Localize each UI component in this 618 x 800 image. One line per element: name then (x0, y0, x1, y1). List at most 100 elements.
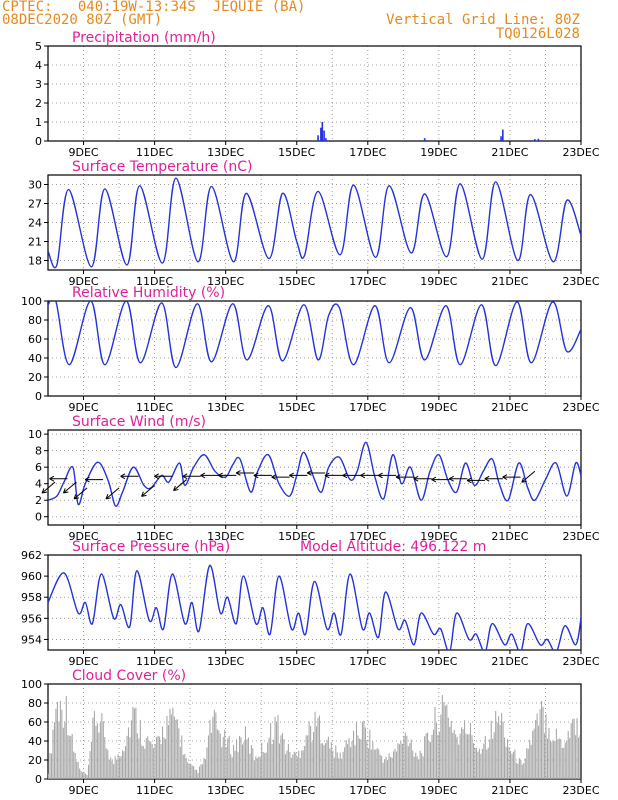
cloud-bar (506, 739, 509, 779)
cloud-bar (471, 735, 473, 779)
cloud-bar (478, 748, 480, 779)
y-tick-label: 4 (35, 59, 42, 72)
x-tick-label: 9DEC (68, 530, 98, 543)
y-tick-label: 100 (21, 295, 42, 308)
cloud-bar (108, 759, 110, 779)
x-tick-label: 17DEC (349, 401, 386, 414)
cloud-bar (139, 720, 141, 779)
cloud-bar (563, 747, 565, 779)
cloud-bar (50, 753, 53, 779)
y-tick-label: 20 (28, 371, 42, 384)
cloud-bar (450, 720, 452, 779)
wind-arrow (200, 472, 219, 479)
cloud-bar (523, 763, 525, 779)
cloud-bar (218, 730, 220, 779)
cloud-bar (230, 754, 232, 779)
cloud-bar (310, 726, 312, 779)
wind-title: Surface Wind (m/s) (72, 414, 206, 430)
x-tick-label: 23DEC (562, 146, 599, 159)
cloud-bar (116, 759, 118, 779)
vertical-grid-note: Vertical Grid Line: 80Z (386, 12, 580, 28)
cloud-bar (144, 748, 146, 779)
cloud-bar (514, 749, 516, 779)
cloud-bar (345, 739, 347, 779)
cloud-bar (76, 761, 78, 779)
cloud-bar (480, 753, 482, 779)
cloud-bar (185, 758, 187, 779)
cloud-bar (546, 738, 549, 779)
cloud-bar (95, 725, 97, 779)
cloud-bar (422, 756, 424, 779)
cloud-bar (323, 745, 325, 779)
cloud-bar (238, 735, 241, 779)
cloud-bar (111, 760, 113, 779)
cloud-bar (203, 758, 205, 779)
cloud-bar (493, 732, 495, 779)
cloud-bar (317, 717, 319, 779)
y-tick-label: 3 (35, 78, 42, 91)
cloud-bar (548, 727, 550, 779)
wind-arrow (324, 472, 343, 479)
cloud-bar (59, 700, 61, 779)
y-tick-label: 2 (35, 494, 42, 507)
cloud-bar (53, 722, 56, 779)
cloud-bar (413, 756, 415, 779)
x-tick-label: 21DEC (491, 530, 528, 543)
cloud-bar (429, 742, 432, 779)
cloud-bar (398, 744, 400, 779)
cloud-bar (166, 715, 168, 779)
x-tick-label: 15DEC (278, 275, 315, 288)
cloud-bar (213, 709, 215, 779)
cloud-bar (132, 706, 134, 779)
model-id: TQ0126L028 (495, 26, 580, 42)
cloud-bar (486, 749, 488, 779)
cloud-bar (250, 745, 252, 779)
cloud-bar (135, 707, 137, 779)
cloud-bar (355, 722, 358, 779)
cloud-bar (179, 746, 181, 779)
cloud-bar (187, 762, 189, 779)
cloud-bar (49, 753, 51, 779)
cloud-bar (373, 749, 375, 779)
cloud-bar (311, 742, 313, 779)
wind-arrow (521, 470, 536, 483)
cloud-bar (222, 736, 224, 779)
cloud-bar (375, 749, 377, 779)
cloud-bar (169, 708, 171, 779)
cloud-bar (366, 740, 368, 779)
cloud-bar (150, 741, 152, 779)
y-tick-label: 960 (21, 570, 42, 583)
cloud-bar (515, 762, 517, 779)
cloud-bar (418, 759, 420, 779)
cloud-bar (350, 747, 352, 779)
x-tick-label: 13DEC (207, 146, 244, 159)
cloud-bar (93, 711, 95, 779)
cloud-bar (509, 750, 512, 779)
cloud-bar (210, 732, 212, 779)
temp-panel: Surface Temperature (nC) 18 21 24 27 30 9DEC 11… (28, 159, 600, 288)
x-tick-label: 11DEC (136, 401, 173, 414)
y-tick-label: 8 (35, 445, 42, 458)
y-tick-label: 958 (21, 591, 42, 604)
cloud-bar (305, 735, 307, 779)
cloud-bar (401, 743, 403, 779)
cloud-bar (333, 757, 335, 779)
temp-title: Surface Temperature (nC) (72, 159, 253, 175)
cloud-bar (558, 738, 560, 779)
cloud-bar (82, 772, 84, 779)
cloud-bar (167, 725, 170, 779)
cloud-bar (241, 744, 244, 779)
x-tick-label: 19DEC (420, 655, 457, 668)
cloud-bar (484, 735, 486, 779)
cloud-bar (372, 741, 374, 779)
x-tick-label: 9DEC (68, 275, 98, 288)
plot-frame (47, 429, 582, 526)
x-tick-label: 23DEC (562, 530, 599, 543)
precip-panel: Precipitation (mm/h) 0 1 2 3 4 5 9DEC 11DEC 13DEC… (35, 30, 600, 159)
cloud-bar (502, 721, 504, 779)
cloud-bar (489, 739, 491, 779)
cloud-bar (404, 732, 406, 779)
y-tick-label: 80 (28, 697, 42, 710)
cloud-bar (170, 714, 172, 779)
cloud-bar (419, 750, 421, 779)
